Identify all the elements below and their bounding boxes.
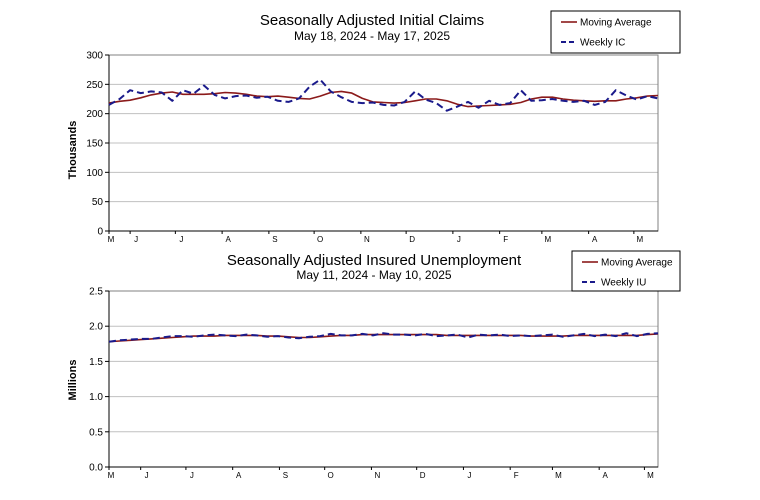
x-tick-label: A [603, 471, 609, 480]
y-axis-label: Millions [67, 360, 79, 401]
y-tick-label: 300 [86, 51, 103, 62]
y-tick-label: 200 [86, 109, 103, 120]
x-tick-label: J [457, 235, 461, 244]
x-tick-label: D [409, 235, 415, 244]
x-tick-label: S [283, 471, 288, 480]
y-tick-label: 2.0 [89, 322, 103, 333]
x-tick-label: A [592, 235, 598, 244]
series-line-moving-average [108, 90, 659, 108]
x-tick-label: A [225, 235, 231, 244]
chart-legend: Moving Average Weekly IC [550, 10, 681, 54]
y-tick-label: 1.0 [89, 392, 103, 403]
x-tick-label: O [317, 235, 323, 244]
x-tick-label: J [190, 471, 194, 480]
x-tick-label: F [503, 235, 508, 244]
legend-label-weekly-iu: Weekly IU [601, 278, 646, 289]
series-line-moving-average [108, 333, 659, 343]
y-tick-label: 250 [86, 80, 103, 91]
initial-claims-chart: Seasonally Adjusted Initial Claims May 1… [67, 10, 681, 244]
x-tick-label: M [637, 235, 644, 244]
y-tick-label: 1.5 [89, 357, 103, 368]
legend-label-moving-average: Moving Average [601, 258, 673, 269]
x-tick-label: J [467, 471, 471, 480]
chart-subtitle: May 18, 2024 - May 17, 2025 [294, 29, 450, 43]
x-tick-label: J [134, 235, 138, 244]
series-line-weekly-ic [108, 78, 659, 112]
y-axis-label: Thousands [67, 121, 79, 180]
x-tick-label: J [145, 471, 149, 480]
chart-title: Seasonally Adjusted Initial Claims [260, 12, 484, 29]
series-line-weekly-iu [108, 332, 659, 343]
y-tick-label: 0.5 [89, 427, 103, 438]
y-tick-label: 0 [97, 227, 103, 238]
chart-legend: Moving Average Weekly IU [571, 250, 681, 292]
x-tick-label: M [545, 235, 552, 244]
y-tick-label: 2.5 [89, 287, 103, 298]
plot-area [108, 290, 659, 468]
x-tick-label: M [108, 235, 115, 244]
x-tick-label: M [555, 471, 562, 480]
x-tick-label: D [420, 471, 426, 480]
legend-label-moving-average: Moving Average [580, 18, 652, 29]
y-tick-label: 50 [92, 197, 104, 208]
x-tick-label: N [364, 235, 370, 244]
x-tick-label: S [272, 235, 277, 244]
x-tick-label: O [328, 471, 334, 480]
y-tick-label: 100 [86, 168, 103, 179]
x-tick-label: F [514, 471, 519, 480]
x-tick-label: M [108, 471, 115, 480]
x-tick-label: M [647, 471, 654, 480]
x-tick-label: J [179, 235, 183, 244]
x-tick-label: A [236, 471, 242, 480]
chart-subtitle: May 11, 2024 - May 10, 2025 [296, 268, 452, 282]
insured-unemployment-chart: Seasonally Adjusted Insured Unemployment… [67, 250, 681, 480]
y-tick-label: 0.0 [89, 463, 103, 474]
chart-title: Seasonally Adjusted Insured Unemployment [227, 252, 522, 269]
y-tick-label: 150 [86, 139, 103, 150]
x-tick-label: N [375, 471, 381, 480]
legend-label-weekly-ic: Weekly IC [580, 38, 625, 49]
